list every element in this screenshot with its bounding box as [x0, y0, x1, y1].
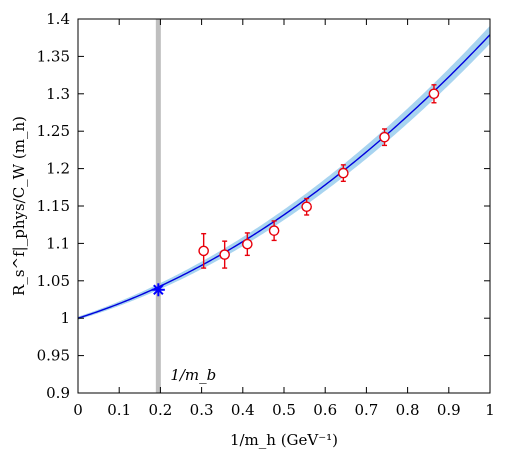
y-tick-label: 0.95 [37, 347, 70, 365]
data-point-7 [379, 128, 390, 147]
fit-curve [77, 34, 491, 319]
x-tick-label: 1 [485, 401, 495, 419]
data-point-2 [219, 240, 230, 269]
point-marker [268, 225, 280, 236]
point-marker [428, 88, 440, 100]
reference-line-label: 1/m_b [170, 366, 216, 384]
data-point-4 [268, 220, 280, 242]
point-marker [379, 131, 390, 143]
data-point-5 [301, 197, 312, 216]
physical-point-layer [151, 283, 165, 297]
y-tick-label: 1.05 [37, 272, 70, 290]
x-tick-label: 0.9 [437, 401, 461, 419]
labels-layer: 1/m_b 1/m_h (GeV⁻¹) R_s^f|_phys/C_W (m_h… [10, 116, 338, 449]
y-tick-label: 1.1 [46, 234, 70, 252]
point-marker [198, 245, 209, 257]
data-point-8 [428, 84, 440, 104]
y-axis-label: R_s^f|_phys/C_W (m_h) [10, 116, 28, 296]
fit-error-band [78, 25, 490, 320]
y-tick-label: 1.15 [37, 197, 70, 215]
y-tick-label: 1.3 [46, 85, 70, 103]
x-tick-label: 0.4 [231, 401, 255, 419]
point-marker [219, 249, 230, 260]
x-tick-label: 0.8 [396, 401, 420, 419]
point-marker [338, 167, 349, 179]
x-axis-label: 1/m_h (GeV⁻¹) [230, 431, 338, 449]
x-tick-label: 0.1 [107, 401, 131, 419]
data-points-layer [198, 84, 440, 269]
y-tick-label: 0.9 [46, 384, 70, 402]
data-point-3 [242, 232, 253, 257]
plot-frame [77, 18, 491, 394]
ticks-layer: 0 0.1 0.2 0.3 0.4 0.5 0.6 0.7 0.8 0.9 1 0.9 0.95 1 1.0… [37, 10, 495, 419]
point-marker [301, 201, 312, 213]
x-tick-label: 0 [73, 401, 83, 419]
data-point-1 [198, 232, 209, 269]
data-point-6 [338, 164, 349, 183]
point-marker [242, 238, 253, 250]
fit-band-layer [78, 25, 490, 320]
y-tick-label: 1.4 [46, 10, 70, 28]
x-tick-label: 0.5 [272, 401, 296, 419]
y-tick-label: 1 [60, 309, 70, 327]
y-tick-label: 1.2 [46, 160, 70, 178]
x-tick-label: 0.2 [148, 401, 172, 419]
y-tick-label: 1.35 [37, 47, 70, 65]
x-tick-label: 0.3 [190, 401, 214, 419]
x-tick-label: 0.6 [313, 401, 337, 419]
y-tick-label: 1.25 [37, 122, 70, 140]
x-tick-label: 0.7 [354, 401, 378, 419]
fit-curve-layer [77, 34, 491, 319]
physical-point-marker [151, 283, 165, 297]
